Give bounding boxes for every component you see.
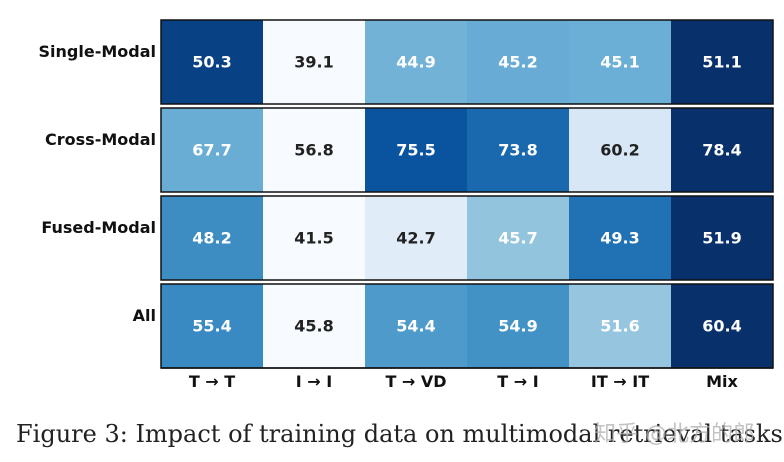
heatmap-cell-all-i-i bbox=[263, 284, 365, 368]
heatmap-cell-fused-modal-t-vd bbox=[365, 196, 467, 280]
data-label-fused-modal-i-i: 41.5 bbox=[294, 229, 333, 248]
data-label-fused-modal-t-i: 45.7 bbox=[498, 229, 537, 248]
heatmap-cell-fused-modal-it-it bbox=[569, 196, 671, 280]
data-label-cross-modal-t-i: 73.8 bbox=[498, 141, 537, 160]
column-label-i-i: I → I bbox=[295, 372, 333, 391]
data-label-fused-modal-t-vd: 42.7 bbox=[396, 229, 435, 248]
data-label-cross-modal-i-i: 56.8 bbox=[294, 141, 333, 160]
heatmap-cell-all-t-t bbox=[161, 284, 263, 368]
data-label-single-modal-i-i: 39.1 bbox=[294, 53, 333, 72]
data-label-fused-modal-t-t: 48.2 bbox=[192, 229, 231, 248]
heatmap-cell-all-t-vd bbox=[365, 284, 467, 368]
heatmap-cell-single-modal-t-i bbox=[467, 20, 569, 104]
heatmap-cell-cross-modal-i-i bbox=[263, 108, 365, 192]
heatmap-cell-fused-modal-i-i bbox=[263, 196, 365, 280]
row-frame-single-modal bbox=[160, 19, 774, 105]
column-label-t-vd: T → VD bbox=[385, 372, 447, 391]
heatmap-cell-single-modal-mix bbox=[671, 20, 773, 104]
data-label-cross-modal-mix: 78.4 bbox=[702, 141, 741, 160]
heatmap-cell-single-modal-it-it bbox=[569, 20, 671, 104]
data-label-single-modal-t-i: 45.2 bbox=[498, 53, 537, 72]
heatmap-cell-single-modal-t-t bbox=[161, 20, 263, 104]
watermark: 知乎 @北方的郎 bbox=[594, 422, 755, 447]
row-frame-cross-modal bbox=[160, 107, 774, 193]
data-label-all-t-vd: 54.4 bbox=[396, 317, 435, 336]
data-label-cross-modal-t-t: 67.7 bbox=[192, 141, 231, 160]
heatmap-cell-fused-modal-mix bbox=[671, 196, 773, 280]
heatmap-cell-cross-modal-it-it bbox=[569, 108, 671, 192]
heatmap-cell-single-modal-t-vd bbox=[365, 20, 467, 104]
data-label-all-t-i: 54.9 bbox=[498, 317, 537, 336]
heatmap-cell-cross-modal-mix bbox=[671, 108, 773, 192]
row-frame-fused-modal bbox=[160, 195, 774, 281]
heatmap-cell-cross-modal-t-vd bbox=[365, 108, 467, 192]
heatmap-cell-all-t-i bbox=[467, 284, 569, 368]
data-label-cross-modal-it-it: 60.2 bbox=[600, 141, 639, 160]
heatmap-cell-cross-modal-t-i bbox=[467, 108, 569, 192]
row-label-fused-modal: Fused-Modal bbox=[41, 218, 156, 237]
data-label-cross-modal-t-vd: 75.5 bbox=[396, 141, 435, 160]
column-label-mix: Mix bbox=[706, 372, 738, 391]
data-label-single-modal-it-it: 45.1 bbox=[600, 53, 639, 72]
heatmap-cell-all-mix bbox=[671, 284, 773, 368]
row-label-single-modal: Single-Modal bbox=[38, 42, 156, 61]
data-label-all-mix: 60.4 bbox=[702, 317, 741, 336]
data-label-single-modal-t-t: 50.3 bbox=[192, 53, 231, 72]
column-label-t-t: T → T bbox=[188, 372, 236, 391]
data-label-all-it-it: 51.6 bbox=[600, 317, 639, 336]
data-label-fused-modal-it-it: 49.3 bbox=[600, 229, 639, 248]
column-label-t-i: T → I bbox=[497, 372, 539, 391]
heatmap-cell-cross-modal-t-t bbox=[161, 108, 263, 192]
row-label-all: All bbox=[132, 306, 156, 325]
column-label-it-it: IT → IT bbox=[590, 372, 650, 391]
heatmap-cell-fused-modal-t-i bbox=[467, 196, 569, 280]
row-label-cross-modal: Cross-Modal bbox=[45, 130, 156, 149]
figure-caption: Figure 3: Impact of training data on mul… bbox=[16, 420, 784, 448]
data-label-all-t-t: 55.4 bbox=[192, 317, 231, 336]
heatmap-cell-fused-modal-t-t bbox=[161, 196, 263, 280]
data-label-all-i-i: 45.8 bbox=[294, 317, 333, 336]
data-label-single-modal-t-vd: 44.9 bbox=[396, 53, 435, 72]
data-label-single-modal-mix: 51.1 bbox=[702, 53, 741, 72]
heatmap-cell-single-modal-i-i bbox=[263, 20, 365, 104]
heatmap-cell-all-it-it bbox=[569, 284, 671, 368]
data-label-fused-modal-mix: 51.9 bbox=[702, 229, 741, 248]
